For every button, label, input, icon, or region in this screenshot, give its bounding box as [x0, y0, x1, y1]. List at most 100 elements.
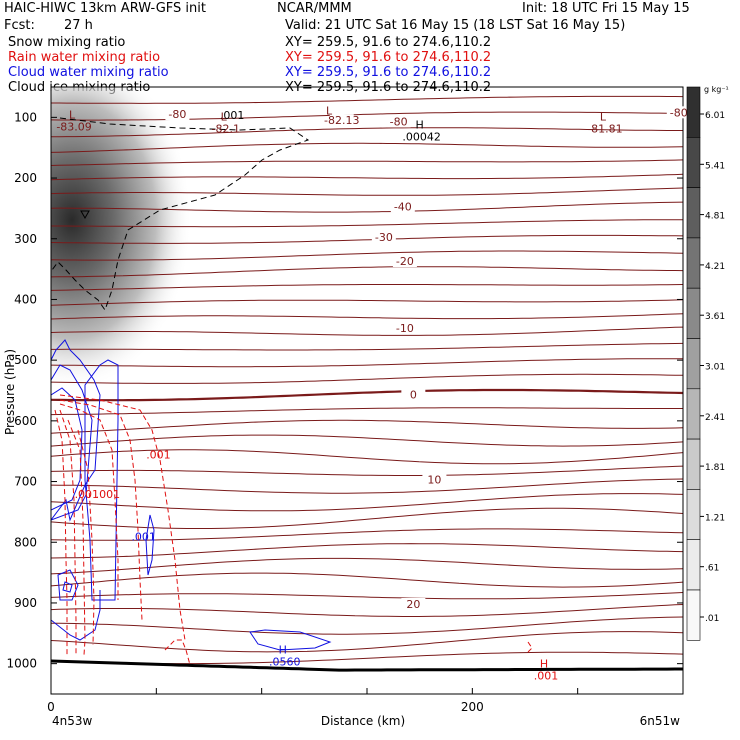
- isotherm-line: [51, 142, 683, 153]
- colorbar-unit: g kg⁻¹: [704, 85, 729, 94]
- model-title: HAIC-HIWC 13km ARW-GFS init: [4, 1, 206, 16]
- contour-labels: -80 -82.13 -80-80-40-30-20-1001020.001.001…: [75, 106, 691, 611]
- x-axis-title: Distance (km): [321, 714, 405, 728]
- colorbar-label: .01: [705, 614, 719, 624]
- cloud-water-contours: [51, 339, 332, 651]
- isotherm-line: [51, 326, 683, 336]
- isotherm-line: [51, 373, 683, 384]
- contour-value-label: .001: [96, 488, 121, 501]
- label-mask: [390, 200, 415, 213]
- temperature-label: 10: [427, 474, 441, 487]
- ice-marker: [80, 210, 90, 220]
- extremum-value: .0560: [269, 655, 301, 668]
- isotherm-line: [51, 111, 683, 121]
- y-tick-label: 300: [14, 232, 37, 246]
- temperature-label: -10: [396, 322, 414, 335]
- snow-shading: [51, 87, 192, 390]
- field-xy-cloud-water: XY= 259.5, 91.6 to 274.6,110.2: [285, 65, 492, 80]
- isotherm-line: [51, 604, 683, 617]
- isotherm-line: [51, 187, 683, 196]
- isotherm-line: [51, 449, 683, 465]
- field-label-rain: Rain water mixing ratio: [8, 50, 161, 65]
- colorbar-label: 2.41: [705, 413, 725, 423]
- contour-value-label: .001: [220, 109, 245, 122]
- isotherm-line: [51, 358, 683, 368]
- temperature-label: 20: [406, 598, 420, 611]
- y-tick-label: 900: [14, 596, 37, 610]
- colorbar-label: 6.01: [705, 111, 725, 121]
- temperature-label: -20: [396, 255, 414, 268]
- colorbar-swatch: [686, 388, 701, 440]
- isotherm-line: [51, 342, 683, 351]
- contour-value-label: .001: [146, 448, 171, 461]
- y-tick-label: 600: [14, 414, 37, 428]
- colorbar-label: 3.61: [705, 312, 725, 322]
- colorbar-label: 4.21: [705, 262, 725, 272]
- colorbar-swatch: [686, 86, 701, 138]
- isotherm-line: [51, 493, 683, 512]
- isotherm-line: [51, 173, 683, 181]
- isotherm-contours: [51, 95, 683, 665]
- plot-area: [51, 87, 683, 672]
- isotherm-line: [51, 543, 683, 559]
- label-mask: [401, 597, 426, 610]
- isotherm-line: [51, 313, 683, 320]
- extremum-marker: L: [69, 109, 76, 122]
- org-label: NCAR/MMM: [277, 1, 352, 16]
- extremum-marker: L: [600, 110, 607, 123]
- isotherm-line: [51, 219, 683, 228]
- forecast-label: Fcst:: [4, 18, 35, 33]
- extremum-marker: H: [540, 657, 548, 670]
- colorbar-swatch: [686, 489, 701, 540]
- temperature-label: -80: [390, 115, 408, 128]
- label-mask: [392, 321, 417, 334]
- colorbar-label: 3.01: [705, 363, 725, 373]
- label-mask: [371, 230, 396, 243]
- colorbar-swatch: [686, 539, 701, 591]
- colorbar-swatch: [686, 137, 701, 188]
- isotherm-line: [51, 127, 683, 138]
- colorbar-label: 1.81: [705, 463, 725, 473]
- colorbar-swatch: [686, 438, 701, 490]
- colorbar-label: 1.21: [705, 513, 725, 523]
- valid-time: Valid: 21 UTC Sat 16 May 15 (18 LST Sat …: [285, 18, 626, 33]
- isotherm-line: [51, 250, 683, 261]
- extremum-value: .00042: [402, 130, 441, 143]
- colorbar-label: 4.81: [705, 212, 725, 222]
- extremum-value: -82.1: [212, 122, 240, 135]
- temperature-label: -30: [375, 231, 393, 244]
- label-mask: [422, 473, 447, 486]
- isotherm-line: [51, 234, 683, 244]
- label-mask: [401, 388, 426, 401]
- extremum-value: -83.09: [56, 121, 91, 134]
- extremum-value: .001: [534, 669, 559, 682]
- x-tick-label: 0: [47, 700, 55, 714]
- left-endpoint: 4n53w: [52, 714, 93, 728]
- field-label-snow: Snow mixing ratio: [8, 35, 126, 50]
- isotherm-line: [51, 266, 683, 278]
- extremum-marker: L: [221, 110, 228, 123]
- x-tick-label: 200: [461, 700, 484, 714]
- colorbar: 6.01 5.41 4.81 4.21 3.61 3.01 2.41 1.81 1.21 .61.…: [686, 85, 729, 641]
- init-time: Init: 18 UTC Fri 15 May 15: [522, 1, 690, 16]
- temperature-label: -82.13: [324, 114, 359, 127]
- isotherm-line: [51, 419, 683, 434]
- isotherm-line: [51, 299, 683, 306]
- colorbar-label: .61: [705, 564, 719, 574]
- isotherm-line: [51, 159, 683, 166]
- field-xy-snow: XY= 259.5, 91.6 to 274.6,110.2: [285, 35, 492, 50]
- isotherm-line: [51, 592, 683, 600]
- isotherm-line: [51, 507, 683, 529]
- label-mask: [392, 255, 417, 268]
- isotherm-line: [51, 557, 683, 575]
- isotherm-line: [51, 631, 683, 653]
- isotherm-line: [51, 478, 683, 494]
- temperature-label: -80: [168, 108, 186, 121]
- contour-value-label: .001: [131, 530, 156, 543]
- extremum-value: -81.81: [587, 122, 622, 135]
- rain-water-contours: [54, 394, 533, 666]
- isotherm-line: [51, 651, 683, 665]
